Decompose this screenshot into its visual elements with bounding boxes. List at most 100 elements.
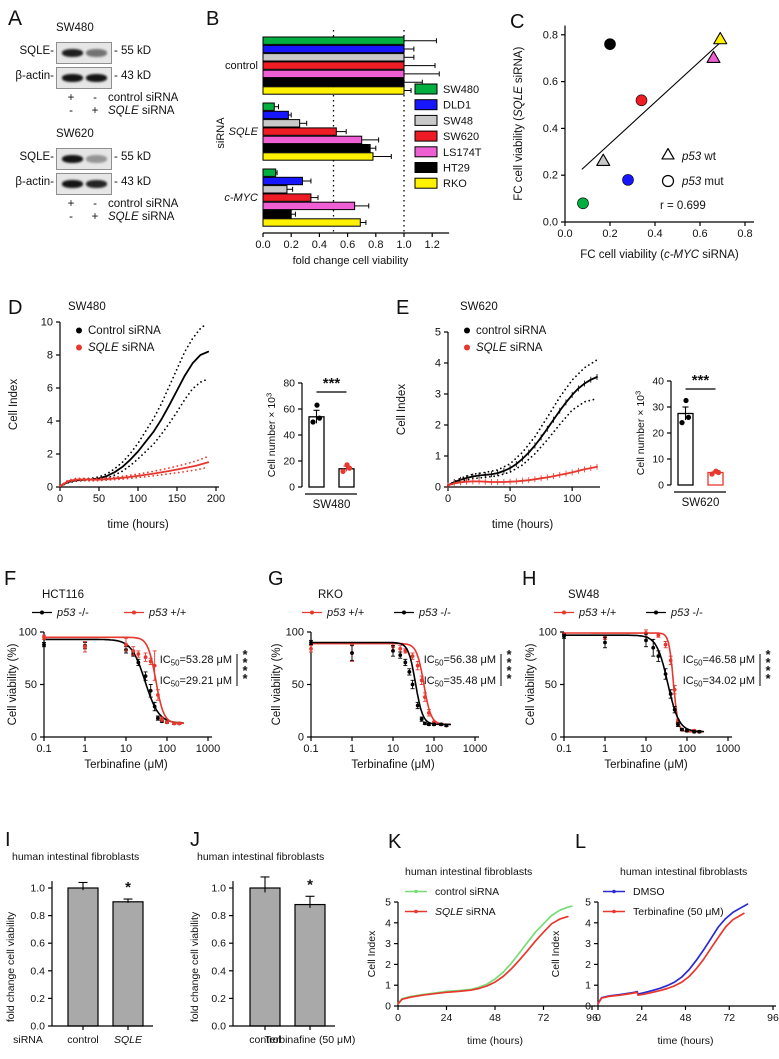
legend-dot-icon	[402, 610, 406, 615]
y-axis-title: Cell viability (%)	[525, 643, 537, 725]
bar-SW620	[262, 61, 405, 70]
legend-label: p53 mut	[681, 176, 724, 188]
point-SW48	[596, 153, 611, 166]
protein-label: β-actin-	[8, 70, 54, 82]
x-tick-label: 100	[425, 743, 443, 755]
protein-label: SQLE-	[8, 45, 54, 57]
fit-curve	[310, 642, 452, 726]
legend-label: SQLE siRNA	[435, 906, 496, 918]
y-tick-label: 40	[283, 430, 295, 442]
legend-swatch-SW48	[414, 114, 438, 126]
blot-strip	[56, 148, 112, 170]
y-tick-label: 8	[47, 350, 53, 362]
x-tick-label: 200	[207, 493, 225, 505]
bar-LS174T	[262, 135, 363, 145]
significance-star: *	[307, 876, 313, 893]
x-tick-label: 0	[595, 1012, 601, 1024]
inset-group-label: SW480	[313, 499, 351, 511]
data-point	[398, 653, 403, 657]
y-tick-label: 2	[385, 959, 391, 971]
data-point	[562, 634, 566, 639]
legend-dot-icon	[654, 610, 658, 615]
x-tick-label: 1	[82, 743, 88, 755]
bar-DLD1	[262, 110, 289, 120]
significance-star: *	[242, 671, 248, 686]
y-axis-title: Cell viability (%)	[7, 643, 19, 725]
x-tick-label: 1	[602, 743, 608, 755]
x-tick-label: 10	[387, 743, 399, 755]
axis-prefix-label: siRNA	[13, 1034, 43, 1046]
y-axis-title: siRNA	[215, 117, 227, 149]
x-tick-label: 0.1	[556, 743, 571, 755]
inset-y-axis-title: Cell number × 103	[265, 393, 279, 477]
data-point	[309, 640, 313, 645]
legend-swatch-HT29	[414, 162, 438, 173]
data-point	[685, 728, 689, 733]
label-segment: +	[67, 92, 75, 104]
x-tick-label: 0.8	[368, 239, 383, 251]
legend-dot-icon	[132, 610, 136, 615]
replicate-dot	[683, 397, 689, 404]
data-point	[177, 721, 182, 726]
legend-label: Control siRNA	[88, 325, 161, 337]
x-axis-title: time (hours)	[492, 519, 554, 531]
x-tick-label: 50	[93, 493, 105, 505]
x-tick-label: 0.8	[737, 228, 752, 240]
y-tick-label: 4	[585, 917, 591, 929]
y-tick-label: 0	[585, 1001, 591, 1013]
legend-label: p53 -/-	[670, 607, 703, 619]
data-point	[156, 716, 160, 720]
legend-dot-icon	[562, 610, 566, 615]
fit-curve	[43, 636, 185, 725]
y-tick-label: 100	[286, 627, 304, 639]
label-segment: A	[8, 7, 23, 30]
data-point	[603, 640, 607, 645]
group-label: SQLE	[229, 126, 259, 138]
legend-dot-icon	[464, 344, 470, 351]
y-tick-label: 0.6	[543, 76, 558, 88]
series-control lower CI	[59, 378, 210, 488]
x-tick-label: 24	[636, 1012, 648, 1024]
bar-SW620	[262, 127, 337, 136]
bar-label: SQLE	[114, 1034, 143, 1046]
bar-HT29	[262, 210, 292, 219]
data-point	[152, 704, 157, 709]
legend-dot-icon	[464, 327, 470, 334]
data-point	[426, 710, 431, 715]
sirna-condition-label: control siRNA	[108, 198, 178, 210]
data-point	[672, 687, 677, 692]
y-tick-label: 10	[652, 454, 664, 466]
label-segment: SQLE-	[19, 151, 54, 163]
label-segment: -	[93, 198, 97, 210]
regression-line	[581, 39, 724, 170]
y-tick-label: 0.4	[543, 123, 558, 135]
y-axis-title: FC cell viability (SQLE siRNA)	[513, 47, 525, 201]
blot-strip	[56, 173, 112, 195]
y-tick-label: 100	[539, 627, 557, 639]
panel-title: human intestinal fibroblasts	[12, 851, 139, 863]
y-tick-label: 0	[435, 482, 441, 494]
legend-label: DLD1	[443, 100, 471, 112]
x-tick-label: 0.6	[692, 228, 707, 240]
y-tick-label: 0	[551, 732, 557, 744]
bar-SW480	[262, 36, 405, 45]
data-point	[136, 660, 141, 665]
data-point	[426, 722, 431, 727]
panel-h-sw48-dose-response: H SW48 0 50 100 0.1 1 10 100 1000 p53 +/+ p53 -/- IC…	[522, 568, 771, 771]
inset-y-axis-title: Cell number × 103	[634, 391, 648, 475]
data-point	[644, 638, 648, 643]
significance-star: *	[765, 663, 771, 678]
y-tick-label: 0.4	[30, 965, 45, 977]
series-control upper CI	[447, 359, 598, 486]
x-tick-label: 96	[586, 1012, 598, 1024]
panel-label: J	[190, 829, 200, 851]
group-label: c-MYC	[224, 192, 258, 204]
ic50-value: IC50=46.58 μM	[683, 654, 755, 668]
label-segment: +	[91, 105, 99, 117]
significance-star: *	[765, 647, 771, 662]
y-tick-label: 0	[385, 1001, 391, 1013]
legend-dot-icon	[76, 327, 82, 334]
point-HT29	[604, 38, 616, 50]
